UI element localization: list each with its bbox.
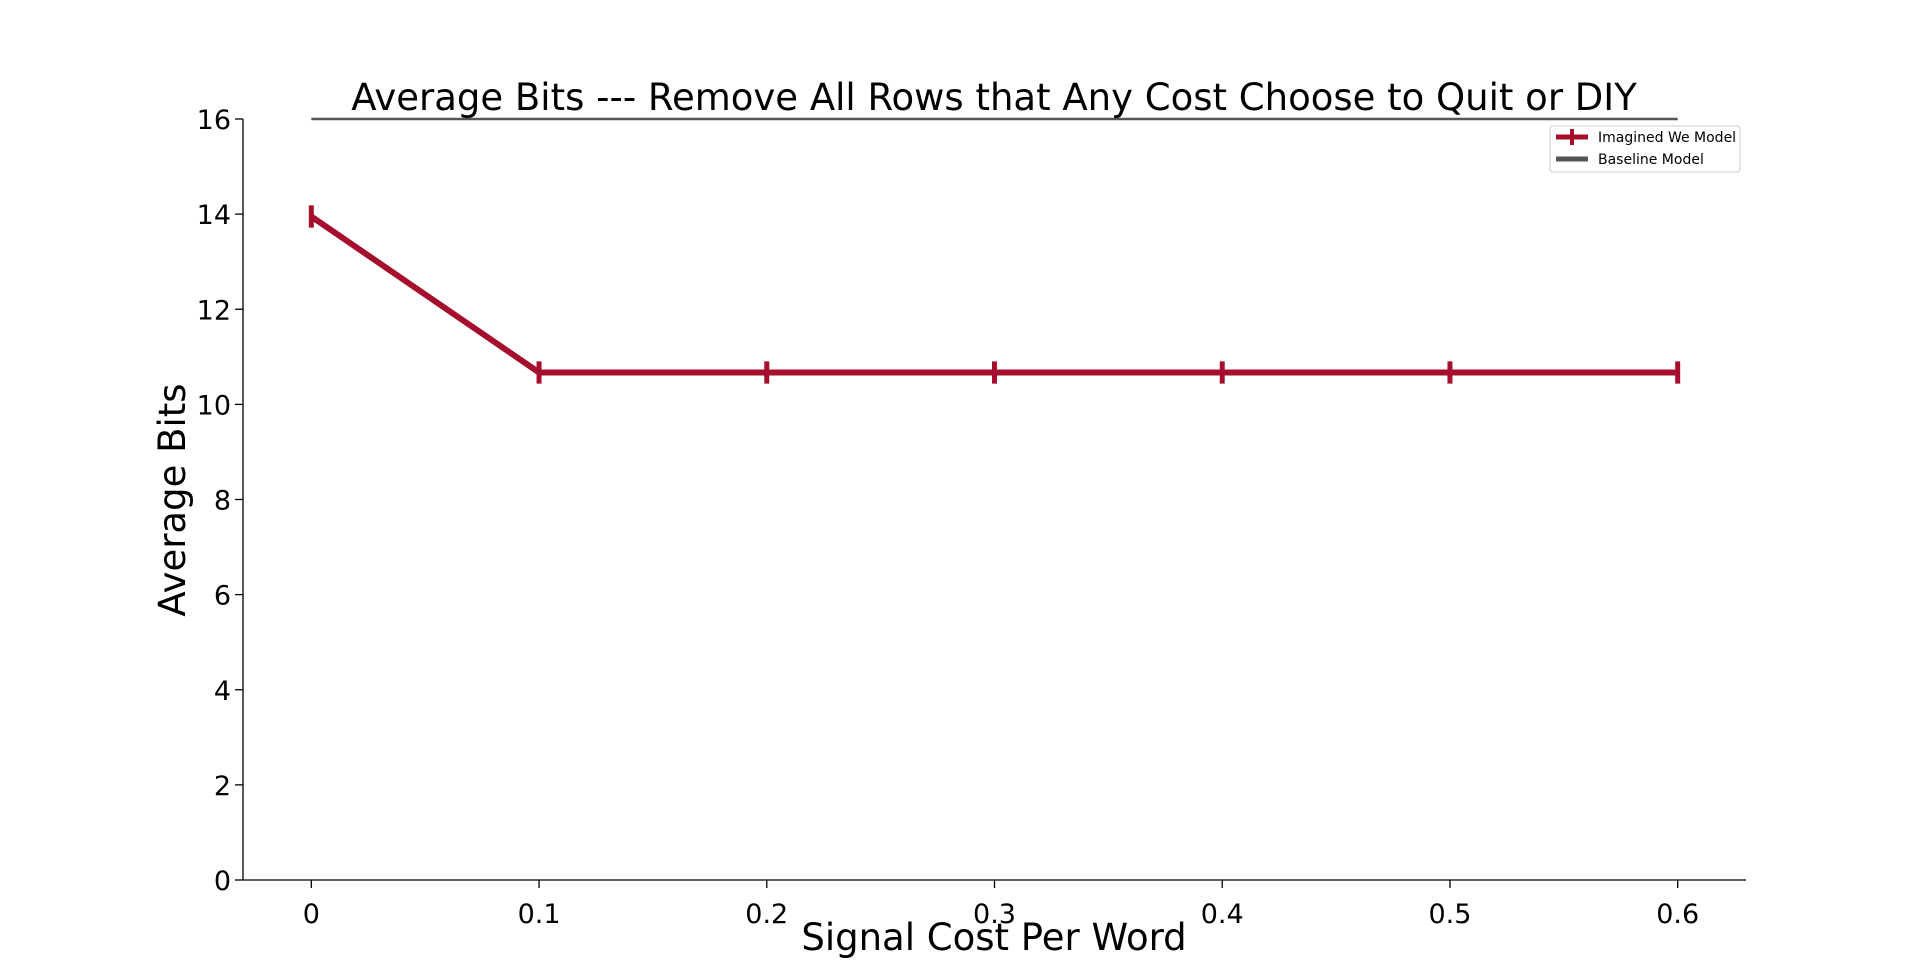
y-tick-label: 6	[214, 581, 231, 612]
series-line-imagined-we-model	[309, 214, 1678, 376]
legend-label-baseline-model: Baseline Model	[1598, 152, 1704, 168]
legend-box	[1549, 125, 1741, 173]
legend-entry-imagined-we-model: Imagined We Model	[1556, 129, 1736, 146]
tick-marks	[235, 118, 1679, 888]
y-tick-label: 14	[197, 200, 231, 231]
x-tick-label: 0.1	[518, 899, 561, 930]
x-tick-label: 0.6	[1656, 899, 1699, 930]
legend: Imagined We Model Baseline Model	[1549, 125, 1741, 173]
y-tick-label: 0	[214, 866, 231, 897]
data-markers	[308, 205, 1681, 384]
axes	[242, 119, 1746, 881]
y-tick-label: 12	[197, 295, 231, 326]
x-tick-label: 0	[303, 899, 320, 930]
legend-label-imagined-we-model: Imagined We Model	[1598, 130, 1736, 146]
x-axis-label: Signal Cost Per Word	[801, 916, 1186, 959]
y-tick-label: 8	[214, 486, 231, 517]
x-tick-label: 0.3	[973, 899, 1016, 930]
chart-title: Average Bits --- Remove All Rows that An…	[351, 76, 1637, 119]
x-tick-label: 0.5	[1428, 899, 1471, 930]
series-lines	[309, 117, 1678, 376]
x-tick-label: 0.4	[1201, 899, 1244, 930]
y-tick-label: 2	[214, 771, 231, 802]
y-tick-label: 16	[197, 105, 231, 136]
tick-labels: 0 2 4 6 8 10 12 14 16 0 0.1 0.2 0.3 0.4 0.5 0.6	[197, 105, 1700, 930]
legend-entry-baseline-model: Baseline Model	[1556, 152, 1704, 168]
y-axis-label: Average Bits	[151, 383, 194, 616]
y-tick-label: 10	[197, 390, 231, 421]
x-tick-label: 0.2	[745, 899, 788, 930]
y-tick-label: 4	[214, 676, 231, 707]
